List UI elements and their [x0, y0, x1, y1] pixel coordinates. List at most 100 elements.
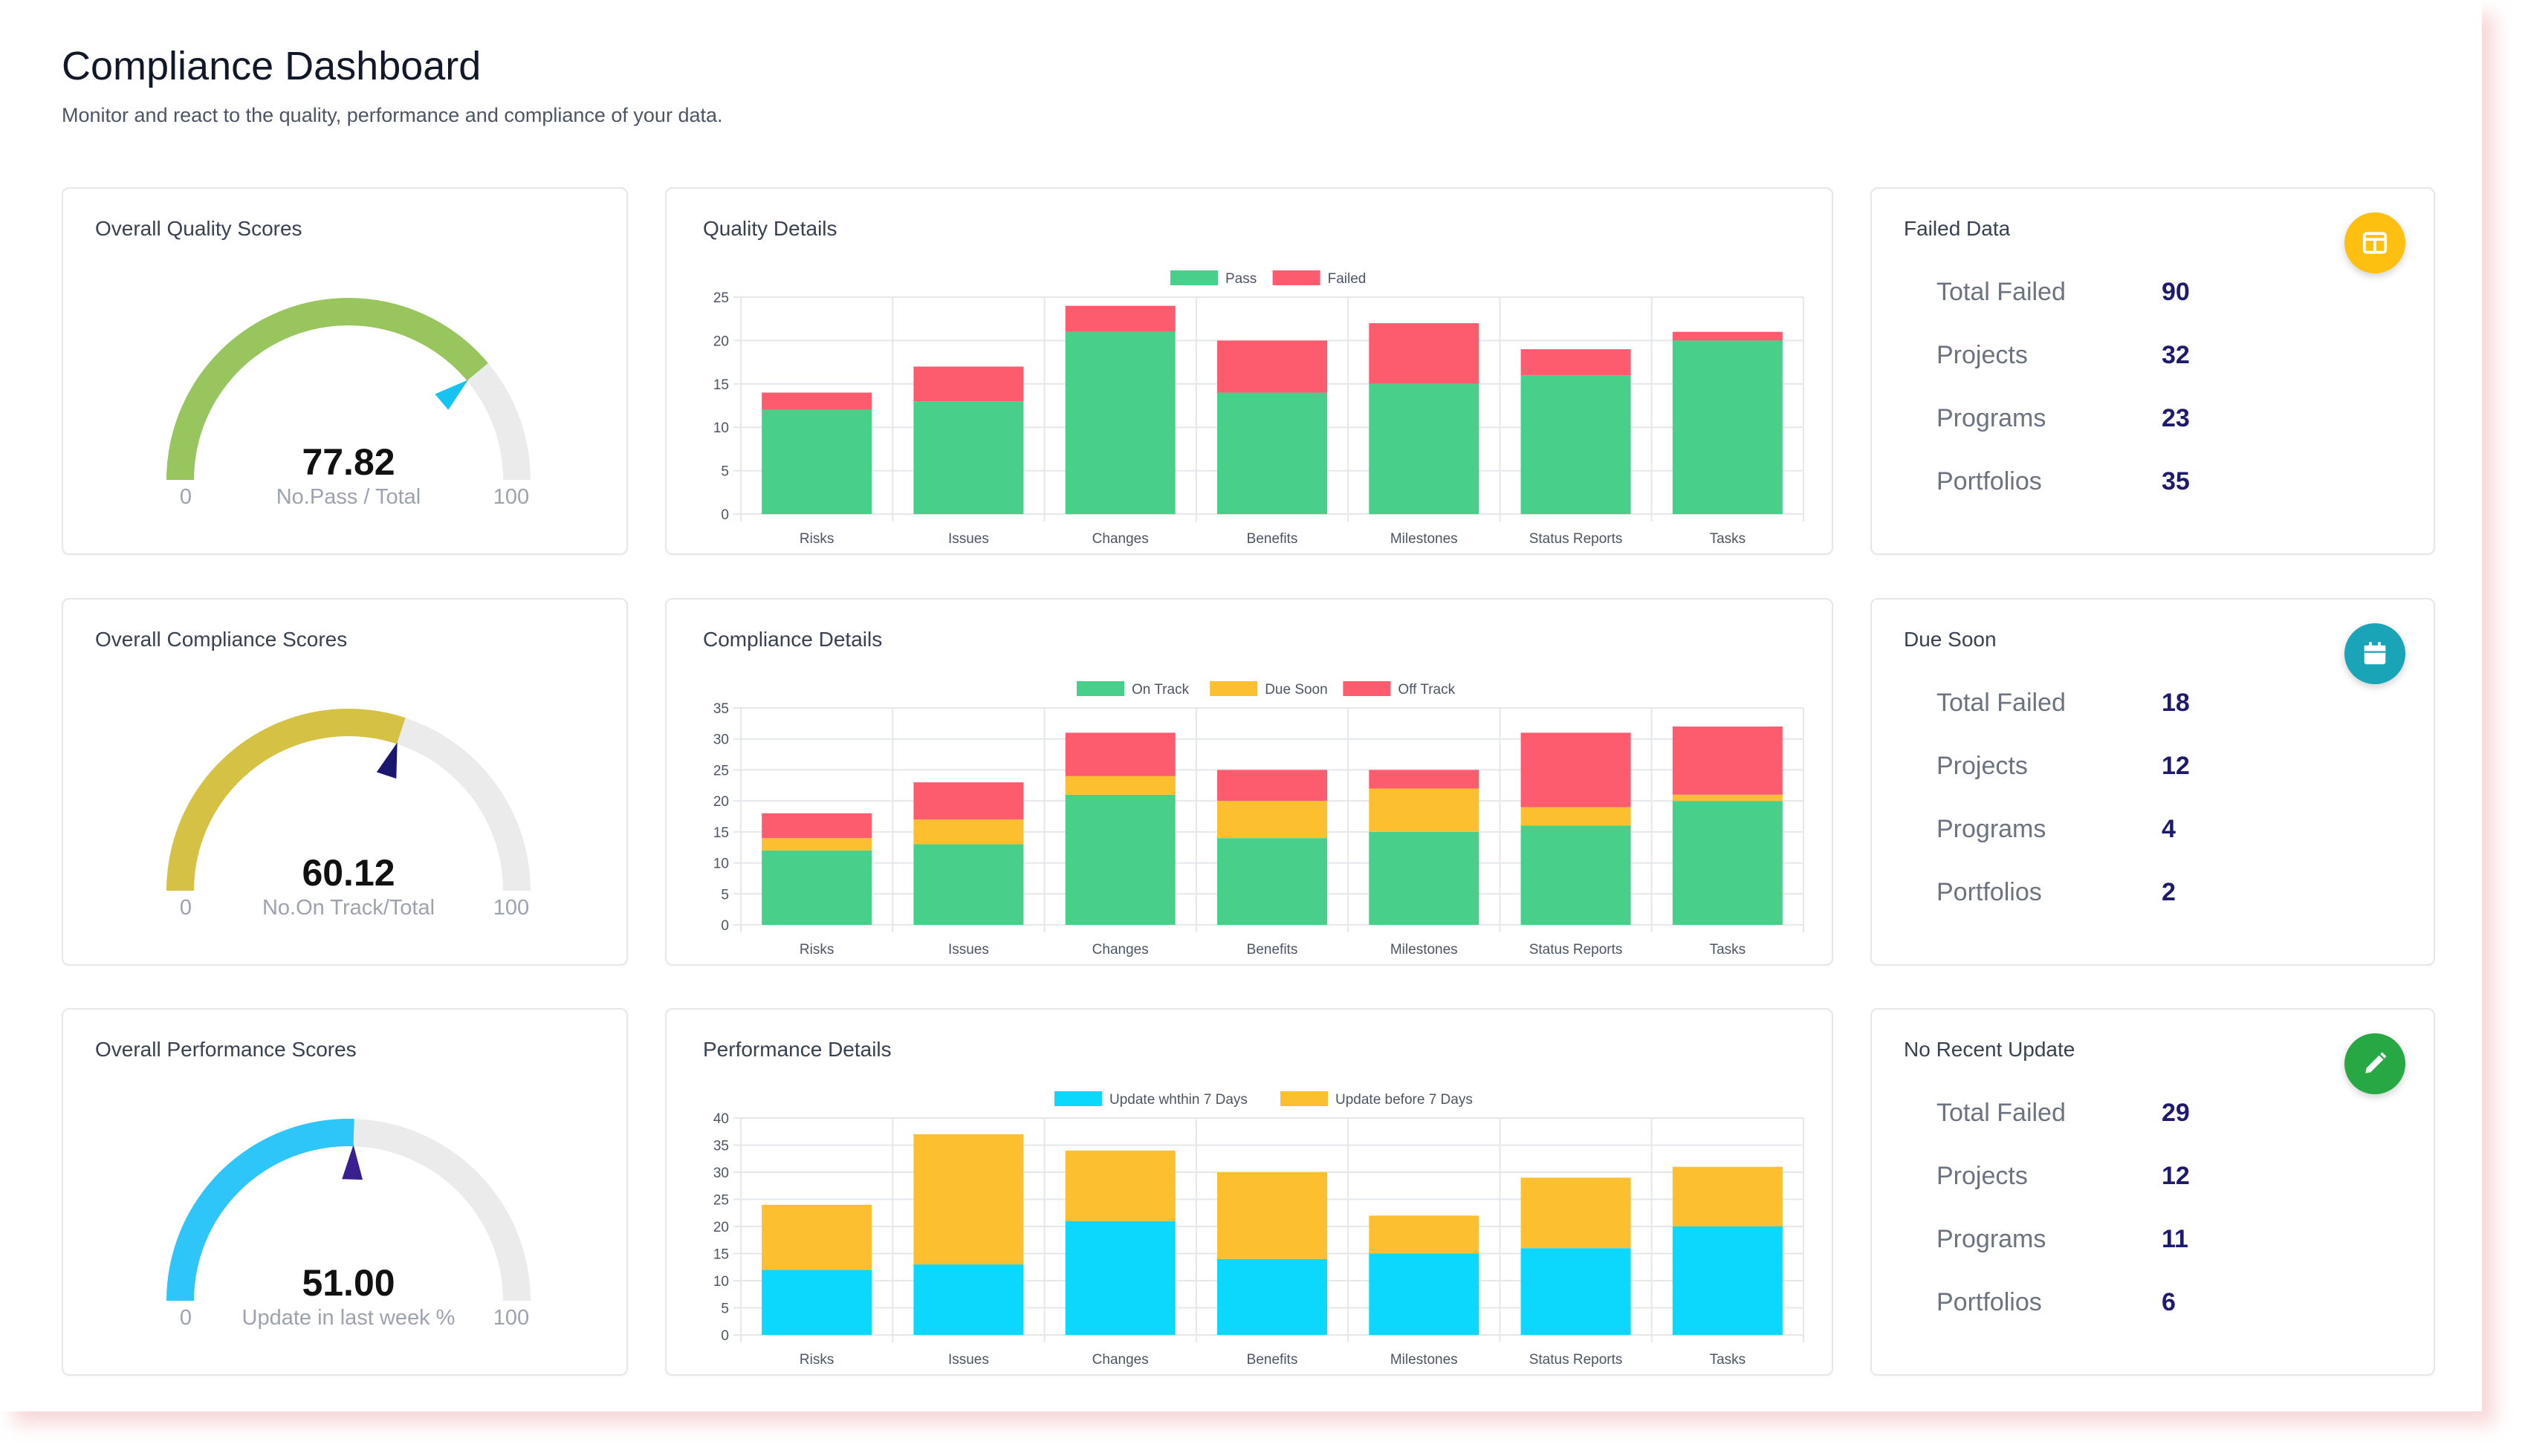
bar-segment[interactable]	[1217, 801, 1327, 839]
stat-label: Total Failed	[1936, 1099, 2066, 1127]
bar-segment[interactable]	[762, 409, 872, 514]
legend-label[interactable]: Update whthin 7 Days	[1109, 1092, 1248, 1108]
bar-segment[interactable]	[913, 844, 1024, 925]
legend-label[interactable]: Update before 7 Days	[1335, 1092, 1473, 1108]
legend-swatch[interactable]	[1054, 1091, 1102, 1106]
no-recent-update-card: No Recent Update Total Failed 29 Project…	[1870, 1008, 2435, 1376]
y-tick-label: 10	[713, 857, 729, 872]
legend-label[interactable]: Failed	[1328, 271, 1367, 287]
pencil-icon-button[interactable]	[2344, 1033, 2405, 1094]
bar-segment[interactable]	[1520, 1248, 1631, 1335]
bar-segment[interactable]	[1672, 1226, 1783, 1335]
calendar-icon	[2364, 642, 2386, 665]
card-title: Compliance Details	[703, 628, 883, 651]
bar-segment[interactable]	[1217, 340, 1327, 393]
gauge-max: 100	[493, 485, 529, 509]
bar-segment[interactable]	[1520, 732, 1631, 807]
stat-label: Projects	[1936, 1162, 2028, 1190]
legend-swatch[interactable]	[1077, 681, 1124, 696]
bar-segment[interactable]	[762, 1270, 872, 1335]
bar-segment[interactable]	[1520, 375, 1631, 514]
bar-segment[interactable]	[1217, 392, 1327, 514]
legend-swatch[interactable]	[1210, 681, 1258, 696]
compliance-details-card: Compliance Details On Track Due Soon Off T…	[665, 598, 1833, 966]
bar-segment[interactable]	[1672, 331, 1783, 341]
legend-swatch[interactable]	[1280, 1091, 1328, 1106]
compliance-score-card: Overall Compliance Scores 60.12 No.On Tr…	[62, 598, 628, 966]
bar-segment[interactable]	[762, 850, 872, 925]
page-subtitle: Monitor and react to the quality, perfor…	[62, 104, 723, 126]
bar-segment[interactable]	[913, 1134, 1024, 1265]
stat-value: 29	[2162, 1099, 2190, 1127]
gauge-label: Update in last week %	[242, 1306, 456, 1330]
bar-segment[interactable]	[762, 813, 872, 839]
bar-segment[interactable]	[1369, 1215, 1479, 1254]
bar-segment[interactable]	[1217, 1258, 1327, 1335]
bar-segment[interactable]	[1065, 794, 1176, 925]
gauge-label: No.Pass / Total	[276, 485, 421, 509]
x-tick-label: Risks	[800, 942, 834, 958]
table-icon-button[interactable]	[2344, 212, 2405, 273]
stat-label: Total Failed	[1936, 689, 2066, 717]
legend-swatch[interactable]	[1272, 270, 1320, 285]
bar-segment[interactable]	[1369, 323, 1479, 384]
y-tick-label: 0	[721, 918, 729, 934]
bar-segment[interactable]	[1369, 770, 1479, 789]
gauge-min: 0	[180, 485, 192, 509]
table-icon	[2362, 232, 2388, 254]
x-tick-label: Changes	[1092, 1352, 1149, 1368]
bar-segment[interactable]	[1672, 1166, 1783, 1226]
y-tick-label: 5	[721, 464, 729, 480]
bar-segment[interactable]	[1065, 1221, 1176, 1335]
bar-segment[interactable]	[1520, 349, 1631, 376]
bar-segment[interactable]	[1369, 788, 1479, 832]
x-tick-label: Milestones	[1390, 531, 1458, 547]
stat-label: Programs	[1936, 404, 2046, 432]
bar-segment[interactable]	[1672, 801, 1783, 925]
performance-score-card: Overall Performance Scores 51.00 Update …	[62, 1008, 628, 1376]
y-tick-label: 10	[713, 1274, 729, 1290]
bar-segment[interactable]	[913, 819, 1024, 845]
legend-label[interactable]: Pass	[1225, 271, 1257, 287]
bar-segment[interactable]	[913, 782, 1024, 820]
bar-segment[interactable]	[1520, 807, 1631, 826]
bar-segment[interactable]	[762, 392, 872, 410]
stat-value: 23	[2162, 404, 2190, 432]
quality-details-chart: Pass Failed 0 5 10 15 20 25 Risks Issues Changes Be…	[713, 270, 1804, 547]
bar-segment[interactable]	[762, 1204, 872, 1270]
stat-label: Projects	[1936, 752, 2028, 780]
bar-segment[interactable]	[1672, 727, 1783, 795]
x-tick-label: Changes	[1092, 942, 1149, 958]
bar-segment[interactable]	[1065, 776, 1176, 795]
y-tick-label: 25	[713, 1193, 729, 1209]
bar-segment[interactable]	[1217, 838, 1327, 925]
bar-segment[interactable]	[1672, 794, 1783, 802]
performance-details-card: Performance Details Update whthin 7 Days…	[665, 1008, 1833, 1376]
bar-segment[interactable]	[1672, 340, 1783, 514]
legend-swatch[interactable]	[1343, 681, 1391, 696]
bar-segment[interactable]	[913, 366, 1024, 402]
bar-segment[interactable]	[1065, 1150, 1176, 1221]
bar-segment[interactable]	[762, 838, 872, 851]
bar-segment[interactable]	[1065, 305, 1176, 332]
legend-label[interactable]: On Track	[1132, 682, 1190, 698]
bar-segment[interactable]	[1217, 1172, 1327, 1259]
gauge-max: 100	[493, 1306, 529, 1330]
bar-segment[interactable]	[1369, 1253, 1479, 1336]
bar-segment[interactable]	[1065, 732, 1176, 776]
bar-segment[interactable]	[1520, 1177, 1631, 1249]
bar-segment[interactable]	[913, 1264, 1024, 1335]
bar-segment[interactable]	[1520, 825, 1631, 925]
x-tick-label: Tasks	[1710, 531, 1746, 547]
bar-segment[interactable]	[1217, 770, 1327, 802]
bar-segment[interactable]	[1065, 331, 1176, 514]
bar-segment[interactable]	[1369, 383, 1479, 514]
legend-swatch[interactable]	[1170, 270, 1218, 285]
stat-value: 12	[2162, 1162, 2190, 1190]
legend-label[interactable]: Due Soon	[1265, 682, 1328, 698]
legend-label[interactable]: Off Track	[1398, 682, 1455, 698]
bar-segment[interactable]	[913, 401, 1024, 514]
bar-segment[interactable]	[1369, 831, 1479, 925]
gauge-label: No.On Track/Total	[262, 896, 435, 920]
calendar-icon-button[interactable]	[2344, 623, 2405, 684]
